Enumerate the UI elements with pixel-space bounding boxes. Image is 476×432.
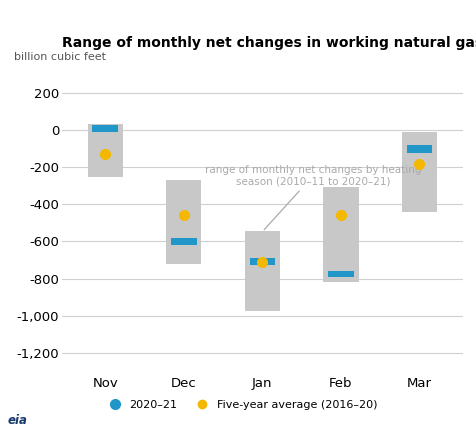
Bar [171, 238, 196, 245]
Bar [166, 180, 201, 264]
Bar [401, 132, 436, 212]
Bar [406, 145, 431, 152]
Bar [249, 258, 275, 265]
Bar [327, 271, 353, 277]
Text: range of monthly net changes by heating
season (2010–11 to 2020–21): range of monthly net changes by heating … [205, 165, 421, 230]
Bar [323, 187, 358, 282]
Text: eia: eia [7, 414, 27, 427]
Bar [88, 124, 123, 177]
Text: Range of monthly net changes in working natural gas storage: Range of monthly net changes in working … [62, 36, 476, 50]
Bar [92, 124, 118, 132]
Legend: 2020–21, Five-year average (2016–20): 2020–21, Five-year average (2016–20) [99, 396, 381, 414]
Text: billion cubic feet: billion cubic feet [14, 51, 106, 62]
Bar [244, 231, 279, 311]
